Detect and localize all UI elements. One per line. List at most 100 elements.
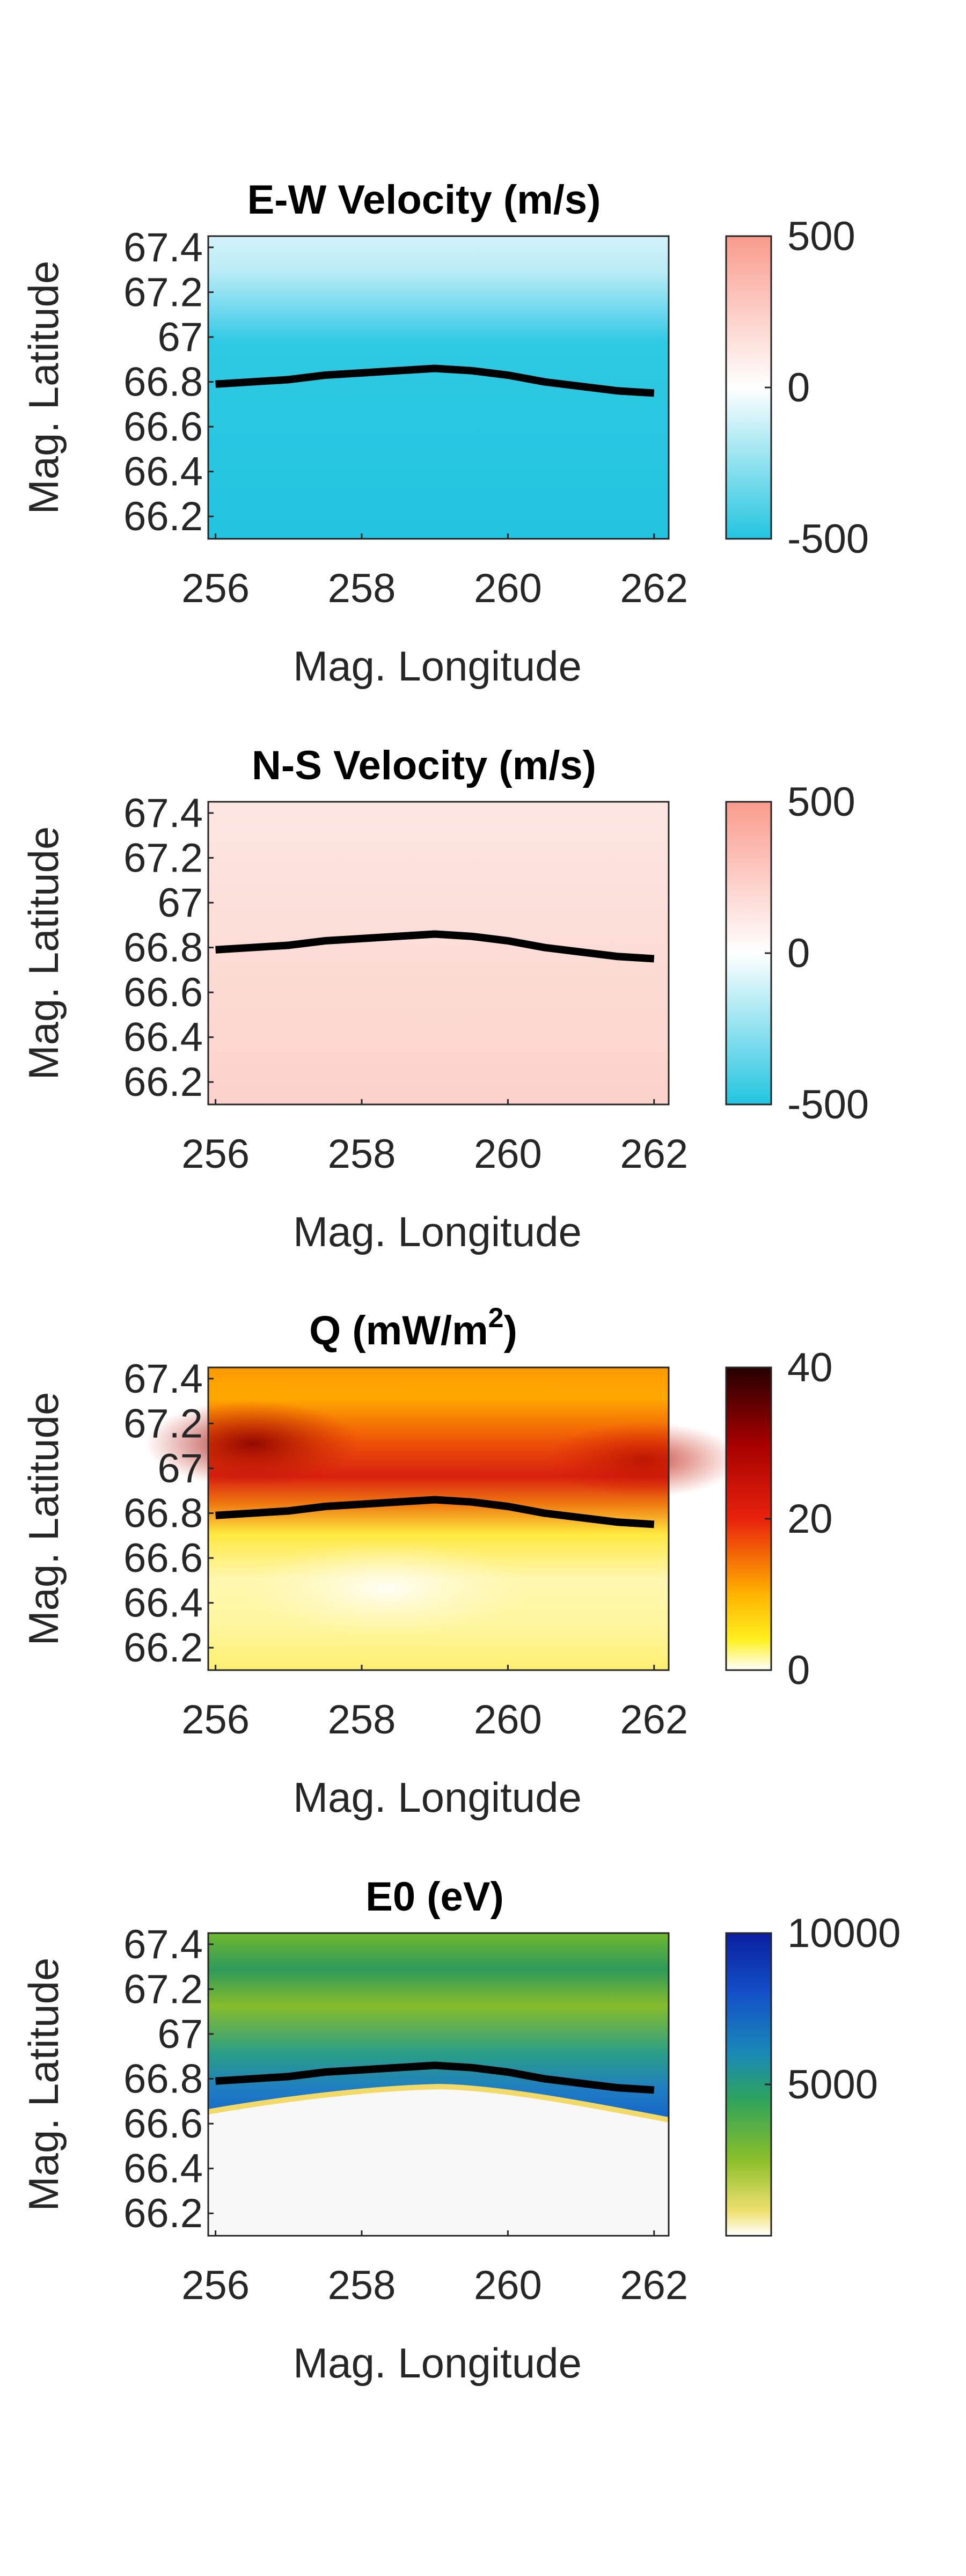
colorbar — [725, 801, 772, 1106]
axes-box — [207, 801, 670, 1106]
y-tick-label: 66.8 — [123, 925, 203, 971]
x-tick-label: 258 — [328, 1131, 396, 1177]
y-tick-label: 66.2 — [123, 2191, 203, 2236]
colorbar-tick-label: 500 — [787, 779, 855, 825]
y-tick-label: 67.2 — [123, 1966, 203, 2012]
title-end: ) — [504, 1308, 517, 1353]
title-superscript: 2 — [488, 1302, 504, 1334]
y-tick-label: 66.2 — [123, 1059, 203, 1105]
panel-title: E0 (eV) — [365, 1874, 504, 1920]
y-axis-label: Mag. Latitude — [20, 1392, 67, 1646]
x-tick-label: 262 — [620, 2263, 688, 2308]
y-tick-label: 67 — [157, 1446, 203, 1491]
y-tick-label: 66.8 — [123, 2057, 203, 2102]
x-tick-label: 260 — [474, 1131, 542, 1177]
y-tick-label: 66.6 — [123, 970, 203, 1015]
y-tick-label: 67 — [157, 880, 203, 926]
y-tick-label: 66.6 — [123, 1535, 203, 1581]
panel-title: N-S Velocity (m/s) — [252, 743, 596, 788]
panel-title: Q (mW/m2) — [309, 1302, 517, 1353]
colorbar-ticks: 10000 5000 — [765, 1911, 901, 2107]
y-tick-label: 66.4 — [123, 1015, 203, 1060]
boundary-line — [215, 930, 655, 963]
y-tick-label: 67.4 — [123, 1356, 203, 1402]
y-axis-label: Mag. Latitude — [20, 1958, 67, 2212]
x-ticks: 256 258 260 262 — [181, 2230, 688, 2308]
colorbar — [725, 235, 772, 540]
y-axis-label: Mag. Latitude — [20, 826, 67, 1080]
axes-box — [207, 1366, 670, 1671]
y-tick-label: 67.2 — [123, 835, 203, 881]
colorbar-tick-label: 40 — [787, 1345, 833, 1391]
colorbar-tick-label: 0 — [787, 365, 810, 411]
colorbar-tick-label: 0 — [787, 931, 810, 976]
panel-ew-velocity: E-W Velocity (m/s) 66.266.466.666.86767.… — [20, 177, 869, 690]
colorbar-ticks: 500 0 -500 — [765, 779, 869, 1128]
x-tick-label: 260 — [474, 566, 542, 611]
y-tick-label: 67 — [157, 2011, 203, 2057]
boundary-line — [215, 1496, 655, 1528]
y-tick-label: 66.6 — [123, 2101, 203, 2147]
colorbar — [725, 1366, 772, 1671]
colorbar-tick-label: 5000 — [787, 2062, 878, 2107]
y-tick-label: 66.2 — [123, 1625, 203, 1671]
y-tick-label: 66.4 — [123, 1580, 203, 1626]
x-tick-label: 260 — [474, 1697, 542, 1743]
y-tick-label: 67.4 — [123, 1922, 203, 1967]
x-axis-label: Mag. Longitude — [293, 2339, 582, 2387]
heatmap-field — [145, 1367, 741, 1670]
title-main: Q (mW/m — [309, 1308, 488, 1353]
heatmap-field — [208, 1933, 669, 2236]
x-ticks: 256 258 260 262 — [181, 1099, 688, 1177]
x-tick-label: 256 — [181, 1697, 250, 1743]
x-tick-label: 258 — [328, 1697, 396, 1743]
y-tick-label: 67.4 — [123, 225, 203, 270]
axes-box — [207, 1932, 670, 2237]
y-tick-label: 66.4 — [123, 2146, 203, 2192]
colorbar-tick-label: 500 — [787, 214, 855, 259]
y-tick-label: 66.4 — [123, 449, 203, 495]
x-axis-label: Mag. Longitude — [293, 1208, 582, 1255]
y-tick-label: 66.8 — [123, 360, 203, 405]
x-tick-label: 260 — [474, 2263, 542, 2308]
colorbar-tick-label: 20 — [787, 1496, 833, 1542]
colorbar-tick-label: -500 — [787, 516, 869, 562]
x-axis-label: Mag. Longitude — [293, 1774, 582, 1821]
x-tick-label: 256 — [181, 2263, 250, 2308]
colorbar — [725, 1932, 772, 2237]
y-tick-label: 66.8 — [123, 1491, 203, 1536]
x-tick-label: 258 — [328, 566, 396, 611]
y-tick-label: 66.2 — [123, 494, 203, 539]
boundary-line — [215, 364, 655, 397]
x-tick-label: 262 — [620, 566, 688, 611]
panel-title: E-W Velocity (m/s) — [247, 177, 601, 223]
colorbar-ticks: 40 20 0 — [765, 1345, 833, 1693]
x-tick-label: 262 — [620, 1697, 688, 1743]
y-tick-label: 66.6 — [123, 404, 203, 450]
y-tick-label: 67.2 — [123, 1401, 203, 1446]
y-tick-label: 67.4 — [123, 791, 203, 836]
x-tick-label: 262 — [620, 1131, 688, 1177]
colorbar-tick-label: -500 — [787, 1082, 869, 1128]
boundary-line — [215, 2061, 655, 2094]
x-tick-label: 256 — [181, 1131, 250, 1177]
colorbar-ticks: 500 0 -500 — [765, 214, 869, 562]
x-tick-label: 256 — [181, 566, 250, 611]
panel-ns-velocity: N-S Velocity (m/s) 66.266.466.666.86767.… — [20, 743, 869, 1255]
y-tick-label: 67 — [157, 314, 203, 360]
x-ticks: 256 258 260 262 — [181, 533, 688, 611]
x-axis-label: Mag. Longitude — [293, 642, 582, 690]
axes-box — [207, 235, 670, 540]
x-tick-label: 258 — [328, 2263, 396, 2308]
colorbar-tick-label: 0 — [787, 1648, 810, 1693]
y-axis-label: Mag. Latitude — [20, 261, 67, 515]
colorbar-tick-label: 10000 — [787, 1911, 901, 1956]
y-tick-label: 67.2 — [123, 269, 203, 315]
